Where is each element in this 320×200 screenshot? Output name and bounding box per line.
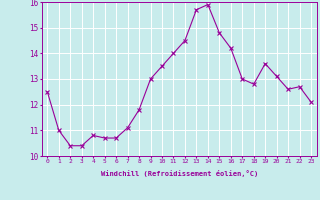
X-axis label: Windchill (Refroidissement éolien,°C): Windchill (Refroidissement éolien,°C) (100, 170, 258, 177)
